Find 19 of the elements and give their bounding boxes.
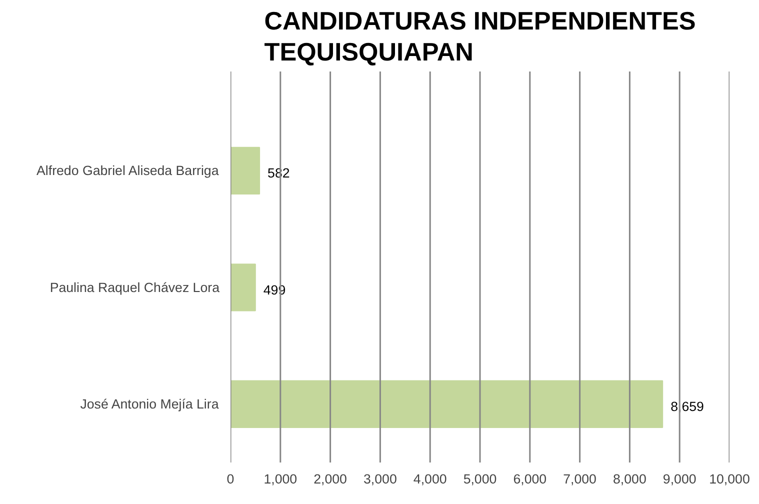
x-tick-label: 0 [226, 472, 234, 486]
x-tick-label: 6,000 [513, 472, 547, 486]
y-tick-label: Paulina Raquel Chávez Lora [50, 280, 220, 295]
y-tick-label: José Antonio Mejía Lira [80, 396, 220, 412]
x-tick-label: 7,000 [563, 472, 596, 486]
bar [230, 146, 260, 195]
x-tick-label: 9,000 [662, 472, 696, 486]
x-tick-label: 1,000 [264, 472, 298, 486]
x-tick-label: 8,000 [613, 472, 646, 486]
x-tick-label: 5,000 [463, 472, 497, 486]
bar [230, 264, 256, 312]
x-tick-label: 3,000 [364, 472, 397, 486]
chart-title: CANDIDATURAS INDEPENDIENTES TEQUISQUIAPAN [264, 8, 696, 66]
x-tick-label: 2,000 [314, 472, 347, 486]
x-tick-label: 4,000 [413, 472, 447, 486]
y-tick-label: Alfredo Gabriel Aliseda Barriga [36, 163, 220, 178]
bar [230, 380, 664, 428]
data-label: 8,659 [670, 399, 704, 414]
x-tick-label: 10,000 [709, 472, 750, 486]
